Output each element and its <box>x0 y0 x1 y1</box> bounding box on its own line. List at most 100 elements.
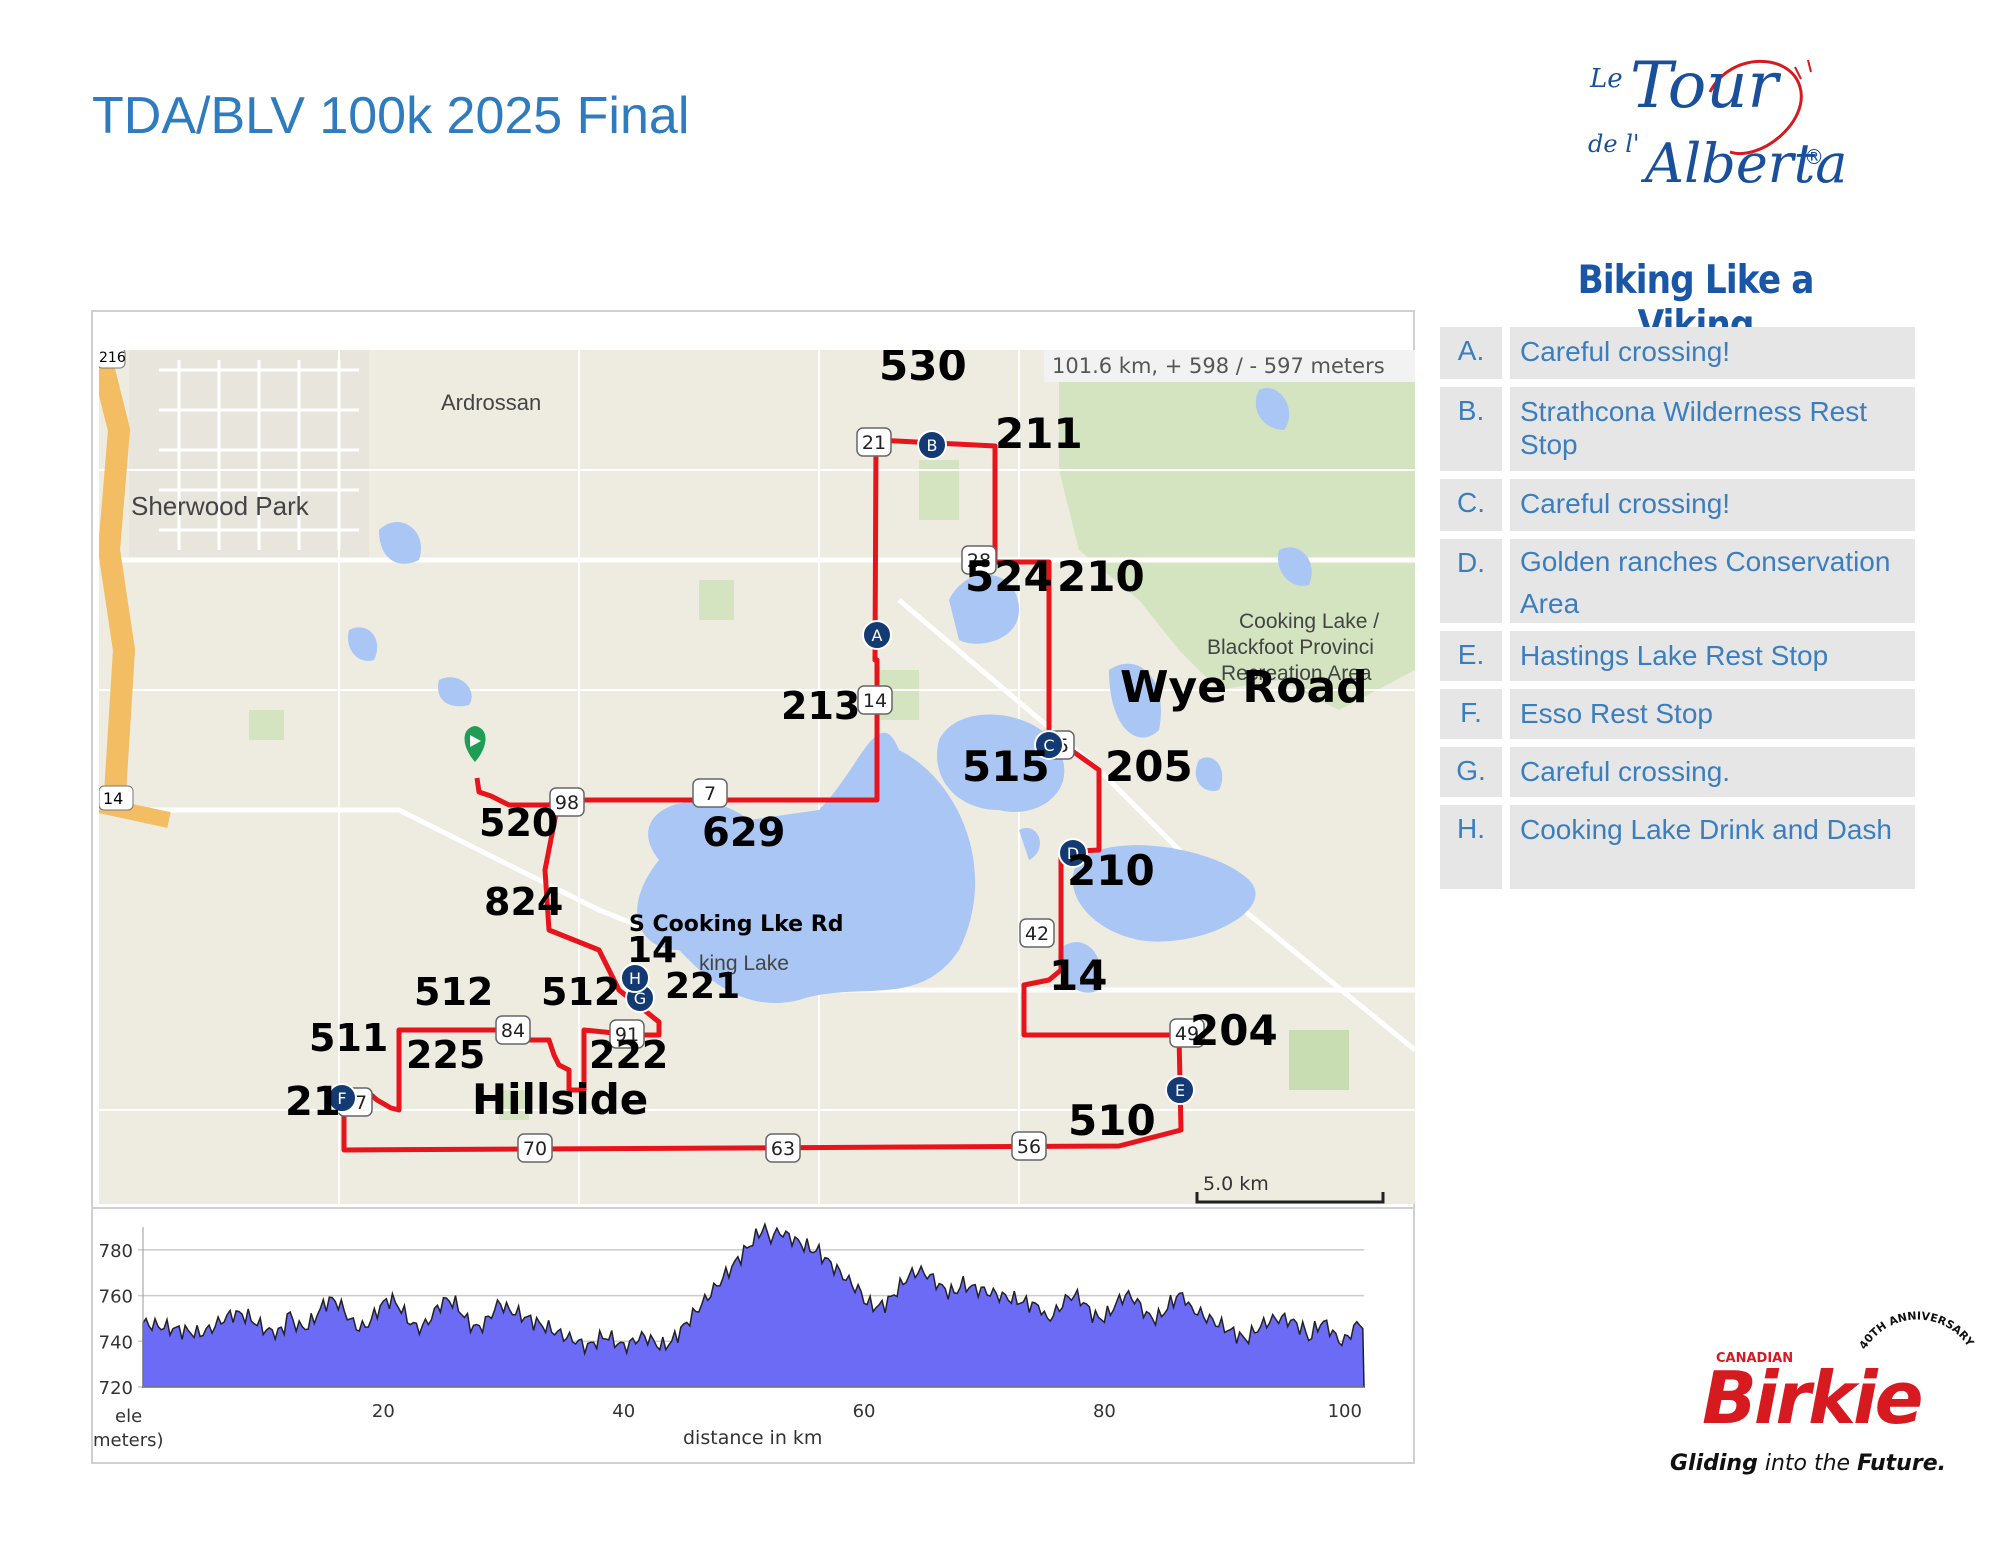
road-label: 824 <box>484 880 563 924</box>
marker-c[interactable]: C <box>1034 730 1064 760</box>
marker-f[interactable]: F <box>327 1083 357 1113</box>
marker-b[interactable]: B <box>917 430 947 460</box>
x-tick-label: 80 <box>1093 1401 1116 1422</box>
road-label: 512 <box>541 970 620 1014</box>
road-label: 510 <box>1068 1096 1156 1145</box>
road-label: 629 <box>702 810 786 856</box>
route-shield-91: 91 <box>609 1019 645 1049</box>
svg-text:98: 98 <box>555 792 579 814</box>
route-shield-14: 14 <box>857 685 893 715</box>
svg-text:B: B <box>927 436 938 455</box>
svg-text:216: 216 <box>99 350 126 366</box>
elevation-chart: 780 760 740 720 20 40 60 80 100 ele meters) dist… <box>93 1221 1365 1451</box>
y-tick-label: 760 <box>99 1287 133 1308</box>
logo-tour: Tour <box>1630 49 1781 123</box>
road-label: Wye Road <box>1120 662 1368 713</box>
road-label: 204 <box>1190 1006 1278 1055</box>
stop-row-f: F. Esso Rest Stop <box>1440 689 1915 739</box>
place-label: Cooking Lake / <box>1239 610 1379 633</box>
road-label: 205 <box>1105 742 1193 791</box>
stop-letter: A. <box>1440 327 1502 379</box>
stop-letter: B. <box>1440 387 1502 471</box>
stop-text: Careful crossing! <box>1510 327 1915 379</box>
svg-text:G: G <box>634 989 646 1008</box>
stop-text: Careful crossing! <box>1510 479 1915 531</box>
y-tick-label: 780 <box>99 1241 133 1262</box>
stop-letter: H. <box>1440 805 1502 889</box>
birkie-anniversary: 40TH ANNIVERSARY <box>1857 1310 1978 1352</box>
stop-text: Golden ranches Conservation Area <box>1510 539 1915 623</box>
logo-registered: ® <box>1804 145 1824 169</box>
svg-text:14: 14 <box>863 690 887 712</box>
svg-text:E: E <box>1175 1081 1185 1100</box>
svg-text:63: 63 <box>771 1138 795 1160</box>
place-label: king Lake <box>699 952 789 975</box>
stop-text: Hastings Lake Rest Stop <box>1510 631 1915 681</box>
place-label: Recreation Area <box>1221 662 1372 685</box>
stop-row-b: B. Strathcona Wilderness Rest Stop <box>1440 387 1915 471</box>
x-tick-label: 40 <box>612 1401 635 1422</box>
marker-e[interactable]: E <box>1165 1075 1195 1105</box>
stop-text: Cooking Lake Drink and Dash <box>1510 805 1915 889</box>
svg-text:5.0 km: 5.0 km <box>1203 1173 1269 1195</box>
route-shield-98: 98 <box>549 787 585 817</box>
road-label: 21 <box>285 1079 341 1125</box>
page-title: TDA/BLV 100k 2025 Final <box>92 87 690 145</box>
marker-a[interactable]: A <box>862 620 892 650</box>
scale-bar: 5.0 km <box>1195 1173 1385 1204</box>
svg-text:28: 28 <box>967 550 991 572</box>
start-pin-icon[interactable] <box>464 726 486 762</box>
road-label: 213 <box>781 684 860 728</box>
road-label: 511 <box>309 1016 388 1060</box>
x-tick-label: 20 <box>372 1401 395 1422</box>
road-label: 530 <box>879 350 967 390</box>
shield-216: 216 <box>99 350 126 369</box>
stop-row-d: D. Golden ranches Conservation Area <box>1440 539 1915 623</box>
stop-letter: D. <box>1440 539 1502 623</box>
road-label: 524 <box>965 552 1053 601</box>
y-tick-label: 740 <box>99 1332 133 1353</box>
birkie-slogan: Gliding into the Future. <box>1670 1451 1946 1476</box>
birkie-name: Birkie <box>1702 1356 1922 1440</box>
elevation-profile: 780 760 740 720 20 40 60 80 100 ele meters) dist… <box>91 1207 1415 1464</box>
route-shield-28: 28 <box>961 545 997 575</box>
stop-text: Careful crossing. <box>1510 747 1915 797</box>
svg-text:C: C <box>1043 736 1054 755</box>
route-map[interactable]: Ardrossan Sherwood Park Cooking Lake / B… <box>99 350 1415 1204</box>
road-label: 515 <box>962 742 1050 791</box>
svg-text:14: 14 <box>103 789 123 808</box>
stop-letter: G. <box>1440 747 1502 797</box>
stop-text: Esso Rest Stop <box>1510 689 1915 739</box>
place-label: Ardrossan <box>441 390 541 415</box>
route-markers: A B C D E F GH <box>327 430 1195 1113</box>
road-label: Hillside <box>472 1075 648 1124</box>
elevation-area <box>142 1221 1365 1388</box>
route-shield-7: 7 <box>692 778 728 808</box>
marker-d[interactable]: D <box>1058 838 1088 868</box>
svg-text:70: 70 <box>523 1138 547 1160</box>
route-shield-49: 49 <box>1169 1018 1205 1048</box>
svg-text:21: 21 <box>862 432 886 454</box>
road-label: 520 <box>479 801 558 845</box>
y-unit-line1: ele <box>115 1406 142 1427</box>
svg-text:84: 84 <box>501 1020 525 1042</box>
route-shield-56: 56 <box>1011 1131 1047 1161</box>
stop-row-a: A. Careful crossing! <box>1440 327 1915 379</box>
road-label: 14 <box>1049 951 1107 1000</box>
stop-row-g: G. Careful crossing. <box>1440 747 1915 797</box>
road-label: 512 <box>414 970 493 1014</box>
svg-text:56: 56 <box>1017 1136 1041 1158</box>
marker-h[interactable]: H <box>620 963 650 993</box>
road-label: 221 <box>665 966 740 1007</box>
tour-de-alberta-logo: Le Tour de l' Alberta ® <box>1560 12 1860 237</box>
map-canvas: Ardrossan Sherwood Park Cooking Lake / B… <box>99 350 1415 1204</box>
route-shield-21: 21 <box>856 427 892 457</box>
road-label: S Cooking Lke Rd <box>629 912 843 937</box>
road-label: 225 <box>406 1033 485 1077</box>
place-label: Sherwood Park <box>131 491 310 521</box>
route-shield-42: 42 <box>1019 918 1055 948</box>
x-axis-label: distance in km <box>683 1427 822 1449</box>
place-label: Blackfoot Provinci <box>1207 636 1374 659</box>
svg-text:H: H <box>629 969 641 988</box>
